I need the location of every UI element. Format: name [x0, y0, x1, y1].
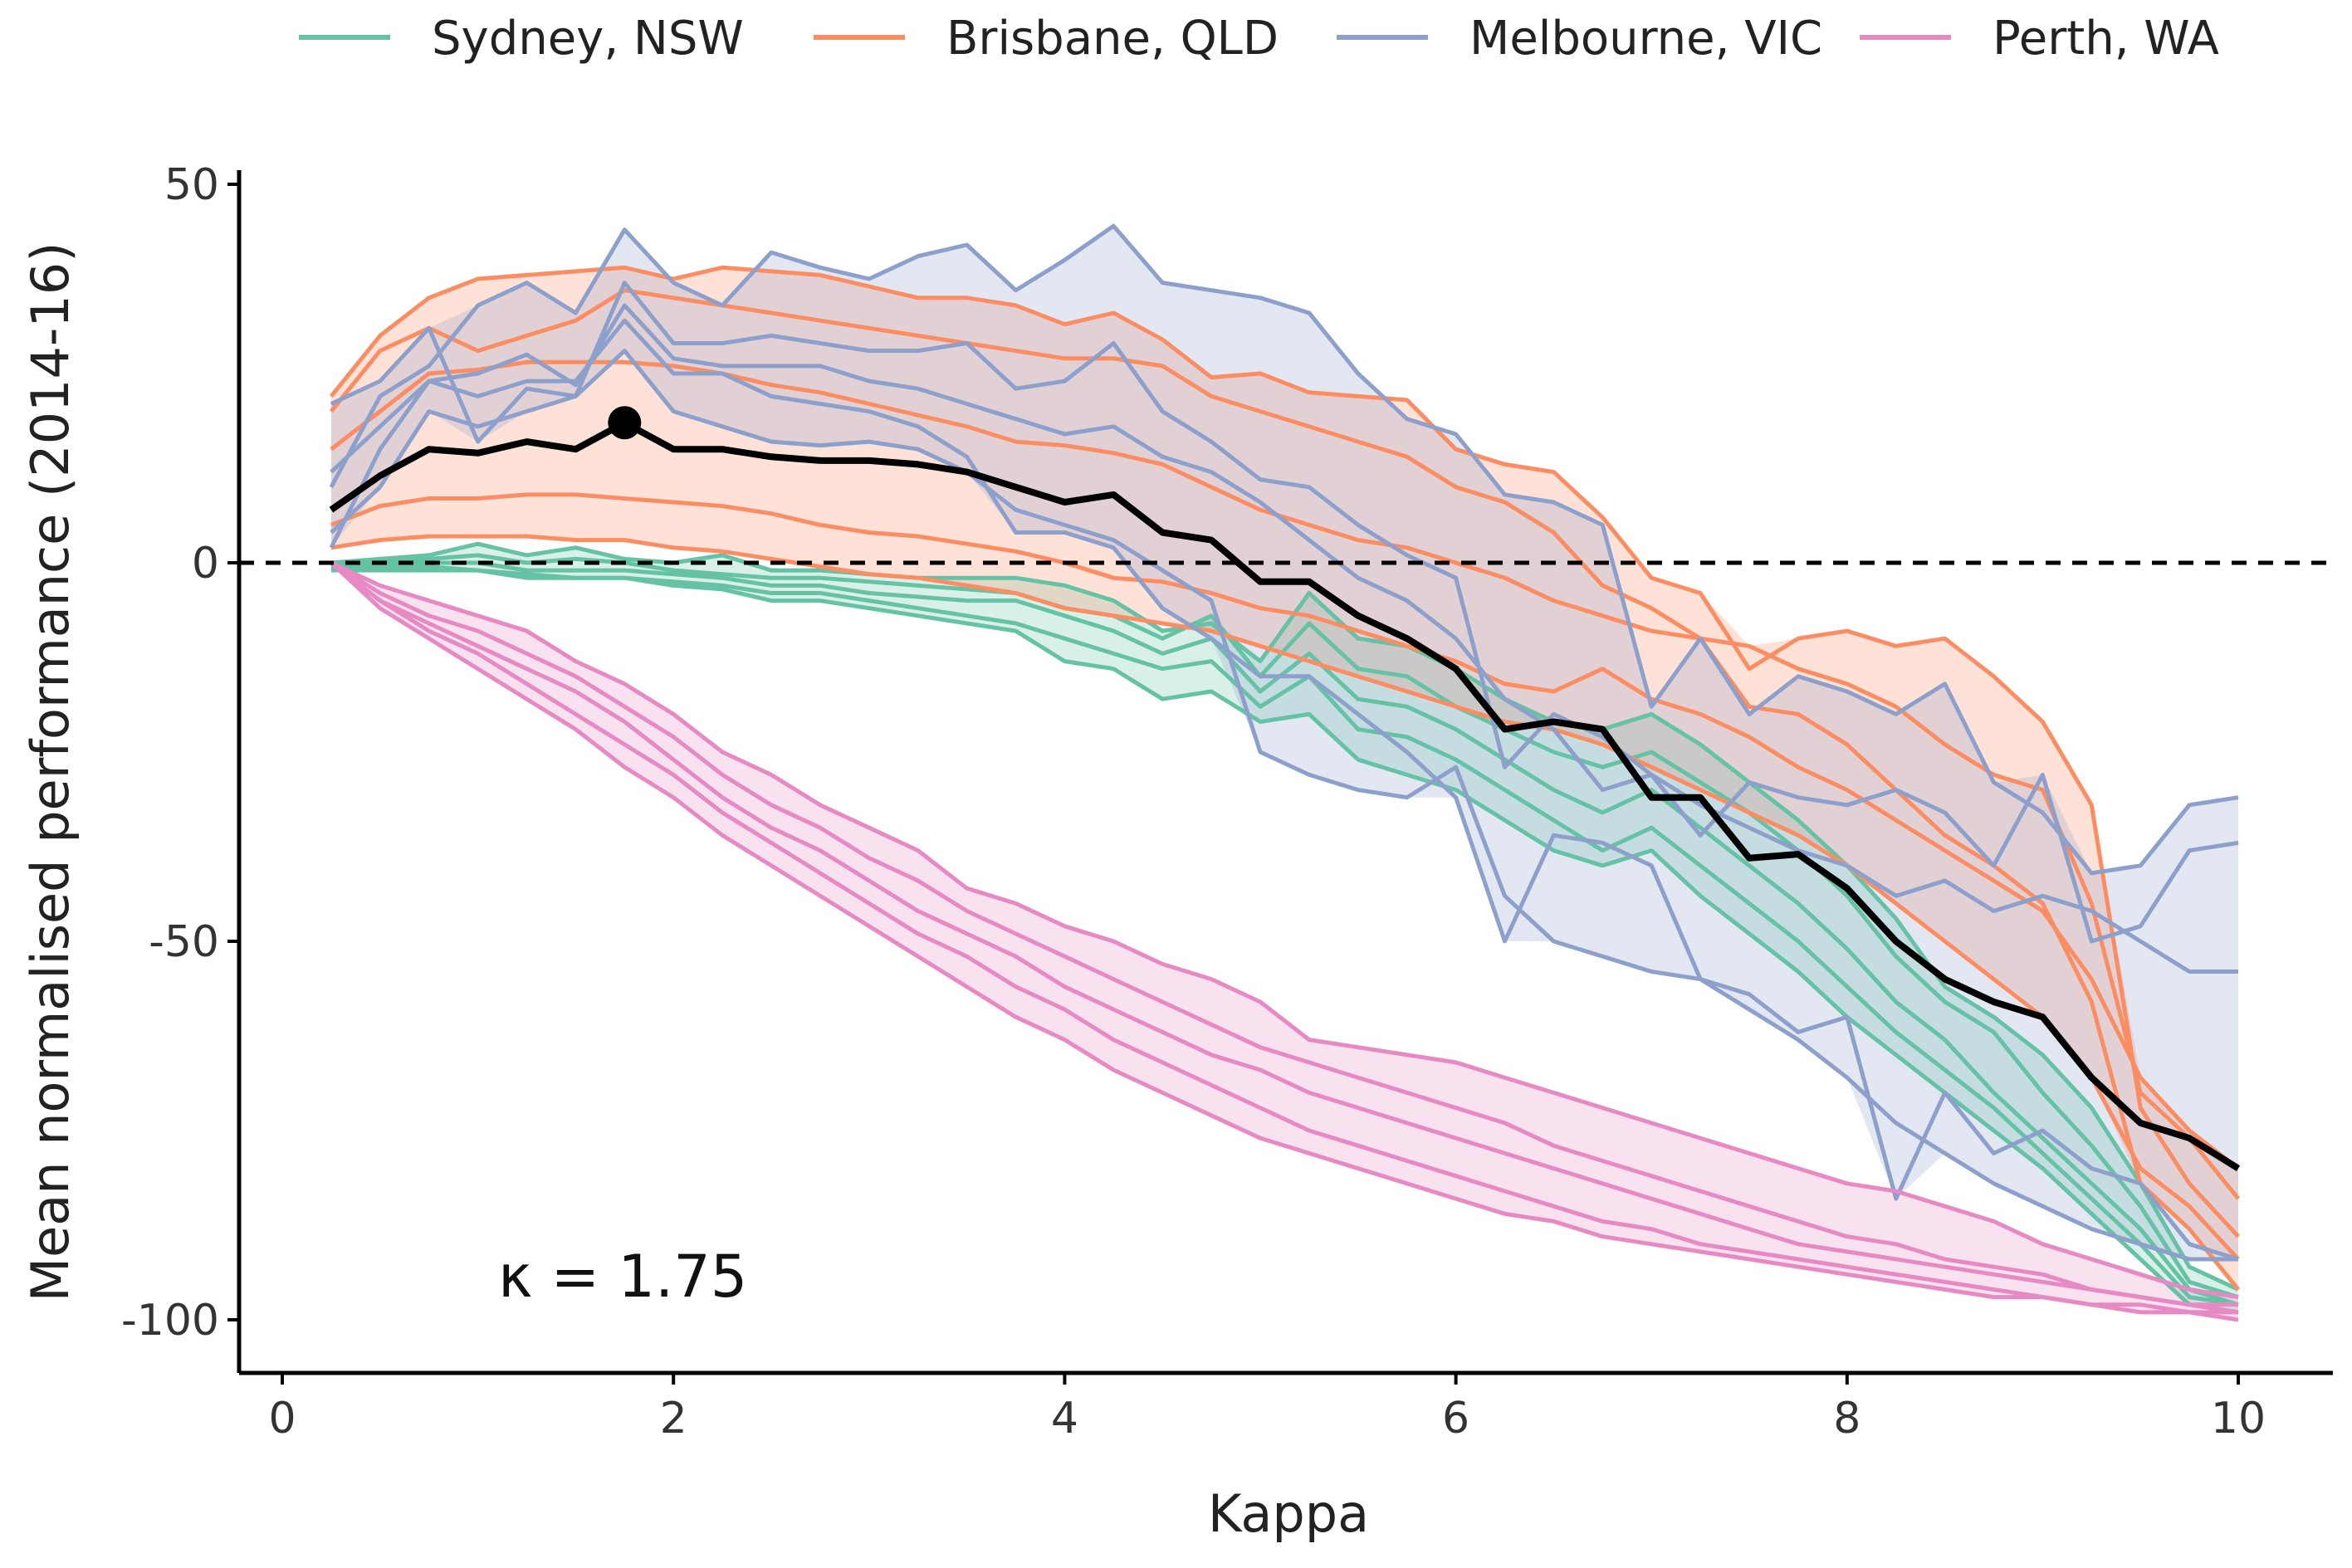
y-tick-label: -50: [149, 917, 219, 967]
series-line-perth-wa-4: [330, 561, 2238, 1315]
x-axis-title: Kappa: [1208, 1483, 1369, 1544]
x-tick-label: 2: [660, 1394, 687, 1443]
legend-label: Brisbane, QLD: [946, 12, 1279, 66]
series-lines: [329, 223, 2240, 1322]
series-line-sydney-nsw-3: [330, 560, 2239, 1307]
series-line-brisbane-qld-5: [329, 288, 2240, 1292]
y-tick-label: -100: [121, 1296, 219, 1346]
mean-line: [329, 419, 2241, 1172]
y-axis-title: Mean normalised performance (2014-16): [20, 242, 81, 1302]
series-line-brisbane-qld-3: [330, 492, 2240, 1170]
series-line-melbourne-vic-2: [330, 281, 2239, 944]
series-line-perth-wa-1: [330, 560, 2239, 1300]
x-tick-label: 6: [1442, 1394, 1469, 1443]
legend: Sydney, NSW Brisbane, QLD Melbourne, VIC Pe…: [299, 12, 2219, 66]
y-tick-label: 0: [192, 539, 219, 589]
series-line-melbourne-vic-5: [330, 349, 2238, 1262]
series-line-brisbane-qld-1: [329, 265, 2240, 1238]
series-line-perth-wa-2: [330, 560, 2238, 1307]
series-line-brisbane-qld-2: [330, 359, 2240, 1200]
series-line-melbourne-vic-3: [330, 303, 2238, 974]
series-line-perth-wa-5: [330, 561, 2239, 1322]
y-tick-label: 50: [164, 160, 219, 210]
highlight-point: [608, 406, 642, 440]
series-line-sydney-nsw-5: [330, 568, 2239, 1315]
series-line-melbourne-vic-4: [329, 318, 2239, 1262]
series-line-melbourne-vic-1: [329, 223, 2239, 876]
legend-label: Melbourne, VIC: [1469, 12, 1822, 66]
x-tick-label: 0: [268, 1394, 296, 1443]
series-line-brisbane-qld-4: [330, 534, 2240, 1261]
x-tick-label: 4: [1051, 1394, 1078, 1443]
mean-line-group: [329, 406, 2241, 1172]
x-tick-label: 8: [1833, 1394, 1861, 1443]
x-tick-label: 10: [2211, 1394, 2266, 1443]
axes: -100 -50 0 50 0 2 4 6 8 10: [121, 160, 2333, 1443]
band-perth-wa: [330, 563, 2239, 1320]
series-line-perth-wa-3: [330, 561, 2239, 1315]
kappa-annotation: κ = 1.75: [498, 1243, 747, 1311]
legend-label: Sydney, NSW: [432, 12, 744, 66]
series-line-sydney-nsw-2: [330, 553, 2239, 1299]
legend-label: Perth, WA: [1993, 12, 2219, 66]
band-melbourne-vic: [330, 226, 2239, 1260]
band-sydney-nsw: [330, 544, 2239, 1312]
